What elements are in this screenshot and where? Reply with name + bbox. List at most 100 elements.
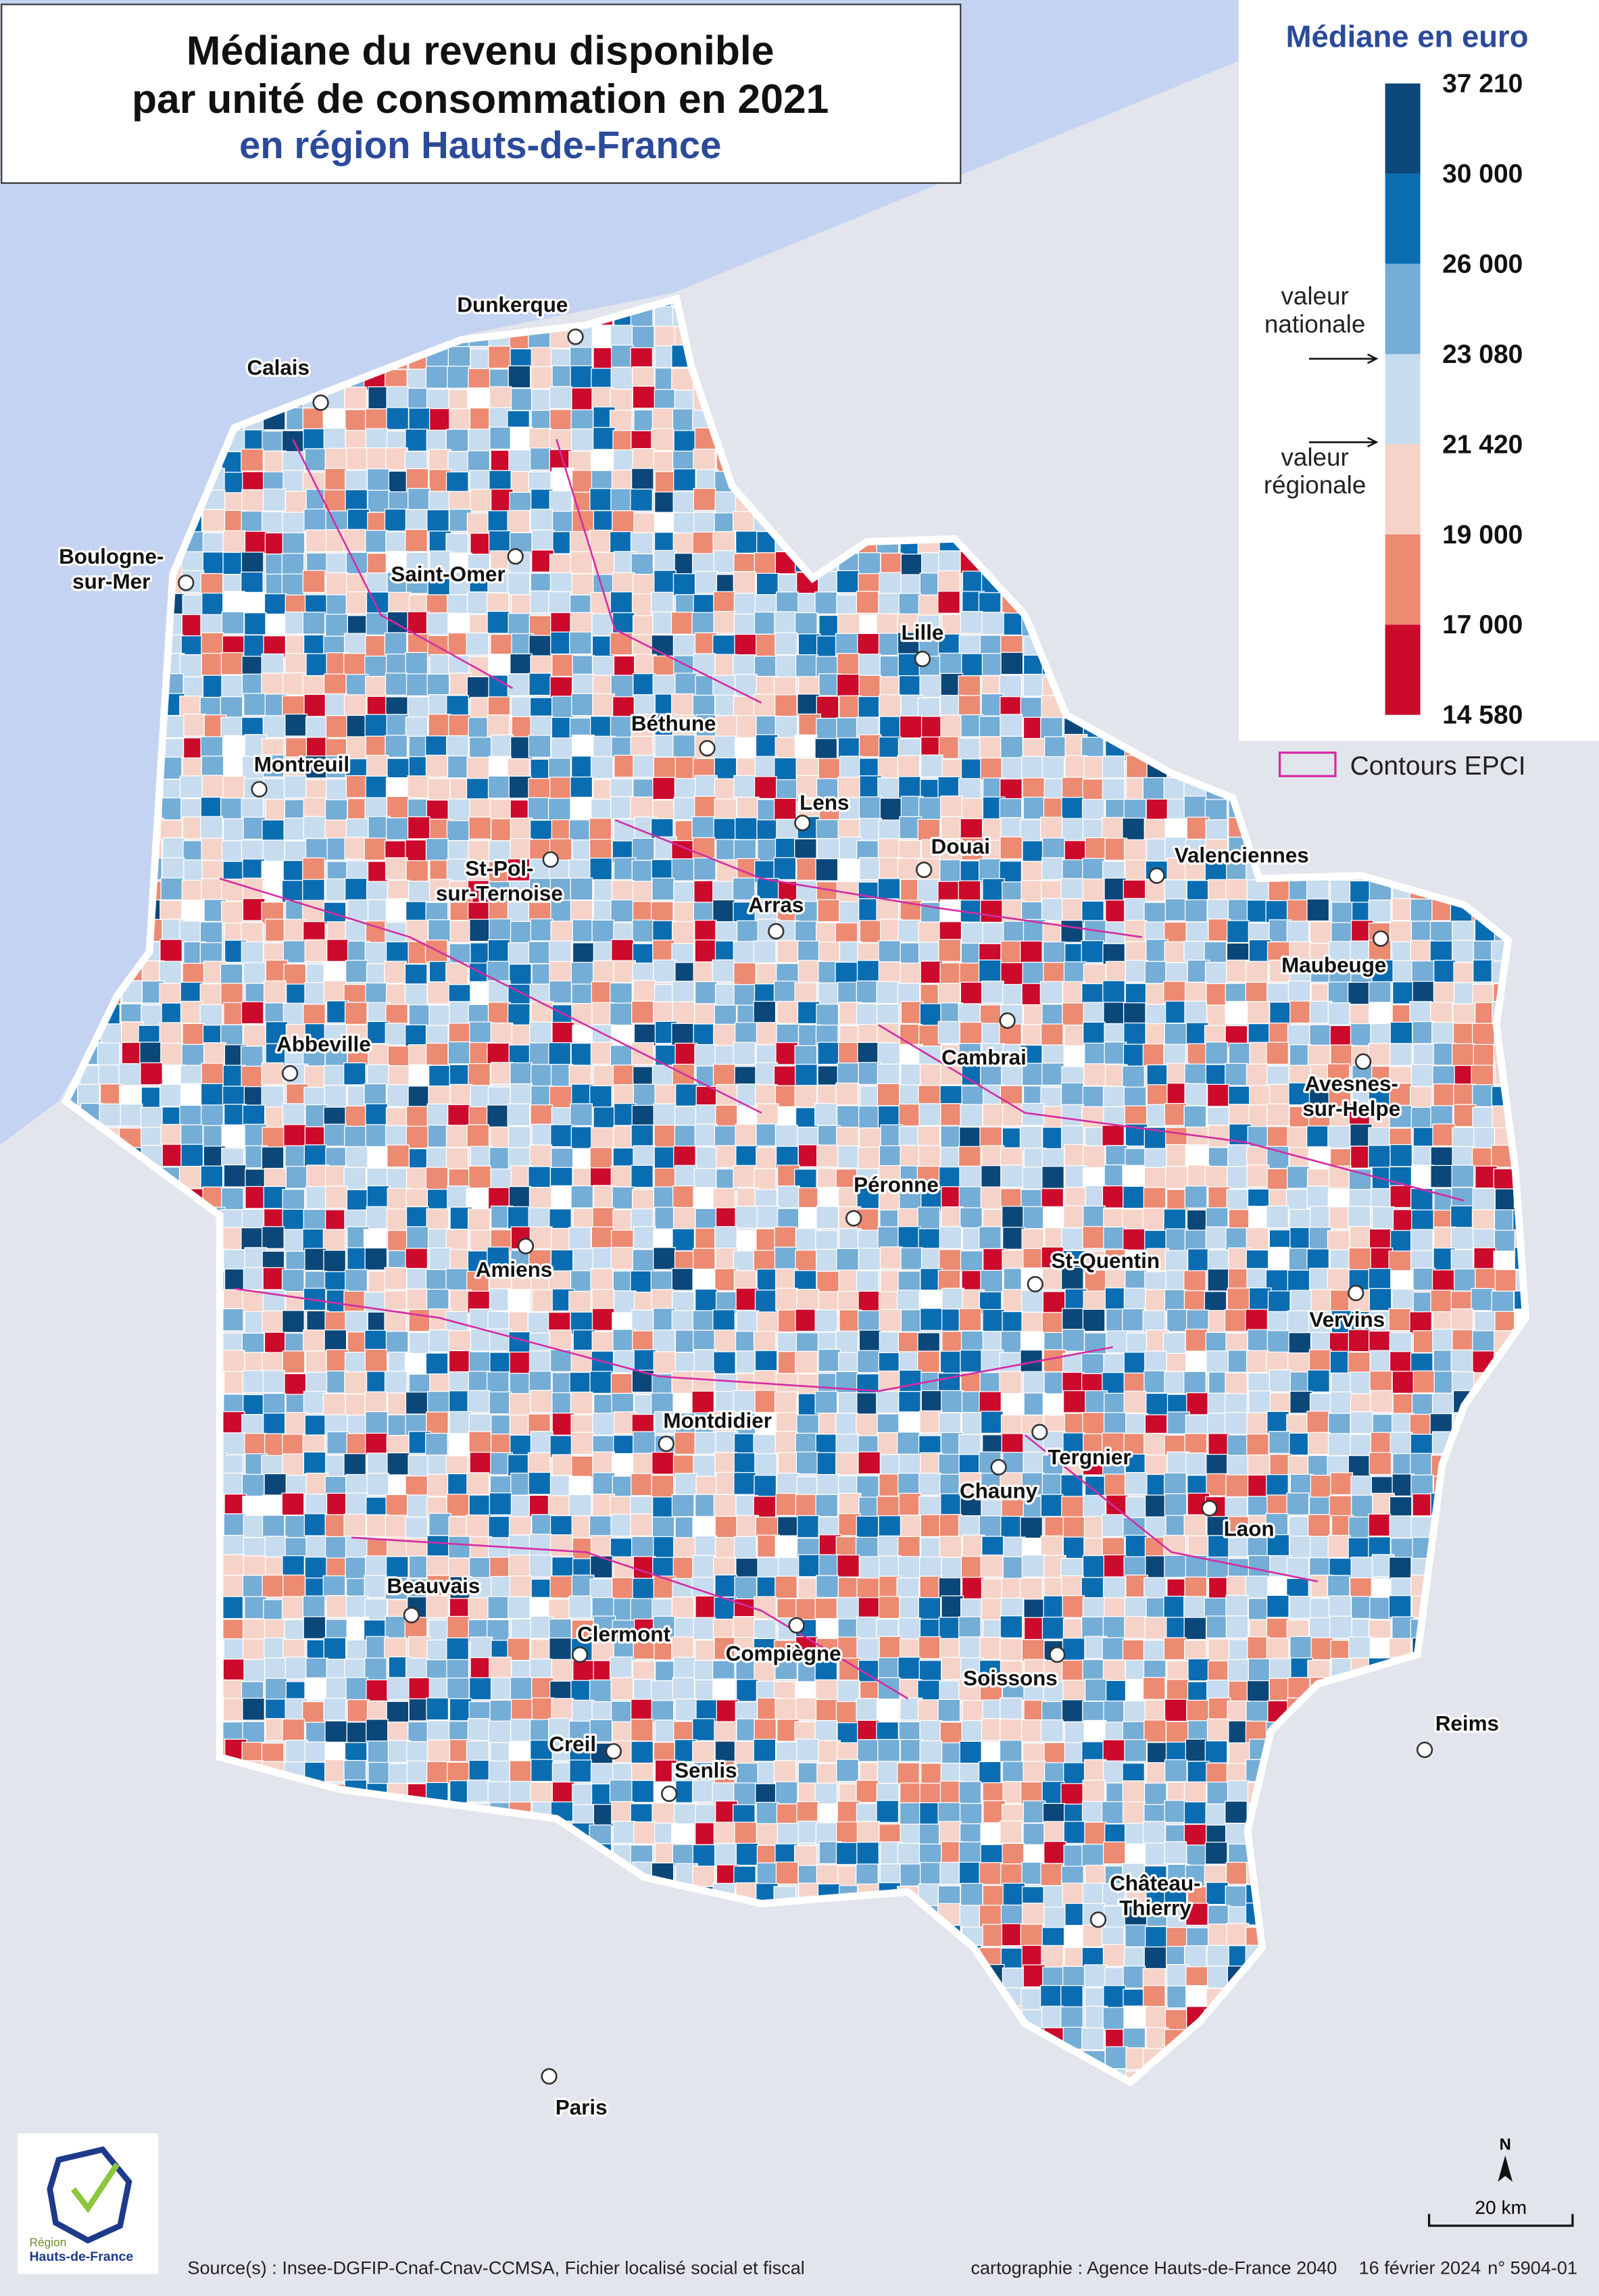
commune [774,757,797,781]
commune [429,550,452,574]
commune [712,634,735,658]
commune [1063,1205,1086,1229]
commune [1123,1044,1146,1067]
commune [654,512,677,535]
commune [797,1515,820,1538]
commune [1039,981,1063,1004]
commune [733,775,757,798]
commune [408,1332,432,1355]
commune [140,1106,164,1130]
commune [609,1656,633,1680]
commune [285,737,308,760]
commune [405,468,429,491]
commune [1062,1002,1085,1026]
commune [610,796,633,819]
commune [917,879,940,902]
commune [1388,1308,1412,1332]
commune [1145,1004,1168,1027]
commune [797,940,820,964]
commune [839,901,862,925]
commune [670,612,694,635]
commune [447,1104,470,1127]
commune [1228,1042,1252,1066]
commune [528,1350,552,1373]
commune [426,981,450,1004]
commune [1163,981,1186,1004]
commune [366,468,390,491]
commune [1475,1268,1498,1291]
commune [448,1536,471,1559]
commune [1369,1596,1392,1620]
commune [427,778,451,802]
commune [201,775,225,798]
commune [591,798,614,822]
commune [1350,1557,1374,1580]
commune [365,428,389,451]
commune [713,735,736,759]
commune [938,550,961,574]
commune [528,778,551,801]
commune [305,1657,328,1681]
commune [1122,1639,1146,1663]
commune [367,489,391,513]
commune [1227,1166,1250,1190]
commune [897,1556,921,1580]
commune [938,1412,962,1436]
commune [425,1352,449,1376]
commune [448,714,471,737]
commune [1285,1189,1309,1213]
commune [651,920,675,944]
commune [774,694,797,718]
commune [960,611,983,634]
commune [550,737,574,761]
sea [0,0,1245,1146]
commune [613,655,637,679]
commune [264,593,287,616]
commune [549,1576,573,1598]
commune [1410,939,1433,963]
commune [1389,1515,1412,1538]
commune [590,1268,614,1291]
commune [1450,1249,1474,1273]
commune [323,1637,347,1661]
commune [983,1248,1006,1271]
commune [408,487,430,511]
commune [220,1596,244,1619]
commune [406,1288,430,1312]
commune [1122,1165,1146,1188]
commune [753,940,777,964]
commune [879,1246,903,1269]
commune [283,1124,306,1148]
commune [672,1185,695,1208]
commune [221,1124,245,1148]
commune [446,858,470,882]
commune [405,570,429,594]
commune [244,531,268,554]
commune [1082,1659,1106,1682]
commune [447,798,471,822]
commune [898,1103,922,1127]
commune [1205,1207,1229,1230]
commune [814,1102,837,1126]
commune [1368,899,1392,923]
commune [572,1660,595,1683]
commune [714,1574,737,1598]
commune [754,776,777,800]
commune [980,1555,1004,1578]
commune [1185,1452,1208,1475]
commune [366,1679,389,1703]
commune [735,1206,758,1229]
commune [447,1473,470,1496]
commune [1412,1267,1436,1291]
commune [384,1371,408,1394]
commune [878,1515,902,1538]
commune [671,1267,695,1291]
commune [734,817,758,840]
commune [387,611,410,635]
commune [408,408,432,431]
commune [1102,1514,1125,1538]
commune [201,652,224,676]
commune [982,1104,1006,1127]
commune [531,1289,555,1313]
commune [858,1105,881,1129]
